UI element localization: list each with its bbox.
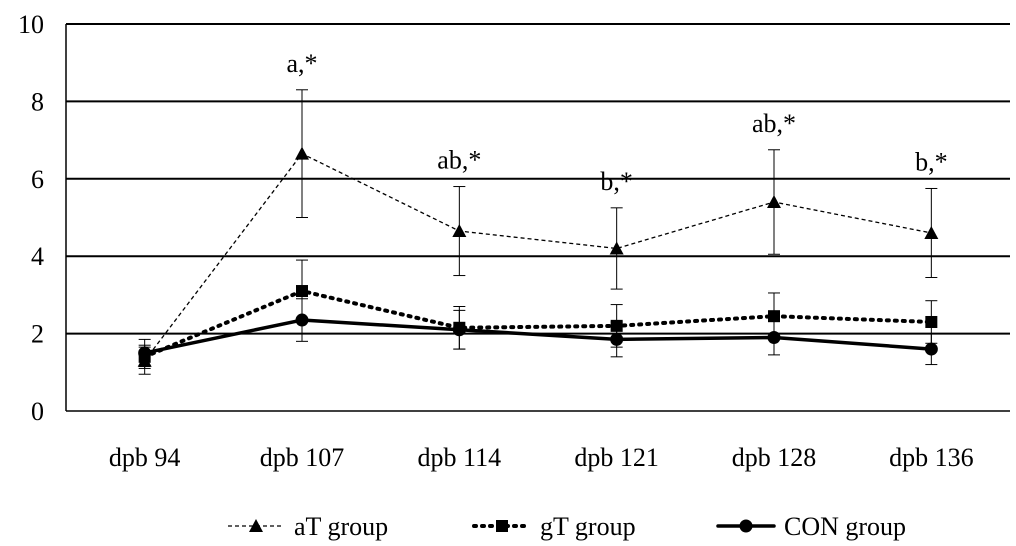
gridlines xyxy=(66,23,1010,335)
legend-label: aT group xyxy=(294,512,388,541)
y-tick-label: 4 xyxy=(31,242,44,271)
x-tick-label: dpb 128 xyxy=(732,443,817,472)
data-point-triangle xyxy=(609,241,624,255)
axes xyxy=(65,24,1010,412)
series-lines xyxy=(142,152,934,362)
data-point-circle xyxy=(610,332,624,346)
data-point-square xyxy=(925,315,938,328)
x-tick-label: dpb 94 xyxy=(109,443,181,472)
legend-marker-square xyxy=(496,520,508,532)
significance-label: ab,* xyxy=(437,146,481,175)
series-line-triangle xyxy=(144,152,932,362)
significance-label: a,* xyxy=(286,49,317,78)
significance-label: b,* xyxy=(600,167,633,196)
data-point-triangle xyxy=(924,225,939,239)
data-point-triangle xyxy=(295,146,309,160)
data-point-circle xyxy=(452,323,466,337)
legend-label: CON group xyxy=(784,512,906,541)
data-point-triangle xyxy=(452,224,467,238)
series-line-circle xyxy=(142,318,934,355)
y-tick-label: 8 xyxy=(31,87,44,116)
data-point-circle xyxy=(295,313,309,327)
data-point-circle xyxy=(924,342,938,356)
series-line-square xyxy=(142,289,934,359)
x-tick-label: dpb 136 xyxy=(889,443,974,472)
y-tick-label: 2 xyxy=(31,320,44,349)
y-tick-labels: 0 2 4 6 8 10 xyxy=(18,10,44,426)
legend-marker-triangle xyxy=(249,519,263,532)
data-point-triangle xyxy=(767,195,781,209)
y-tick-label: 0 xyxy=(31,397,44,426)
x-tick-label: dpb 121 xyxy=(574,443,659,472)
data-point-circle xyxy=(767,330,781,344)
x-tick-label: dpb 114 xyxy=(418,443,502,472)
y-tick-label: 10 xyxy=(18,10,44,39)
data-point-square xyxy=(296,285,308,298)
data-point-square xyxy=(768,310,780,323)
data-point-square xyxy=(610,319,623,332)
data-point-circle xyxy=(138,346,152,360)
x-tick-labels: dpb 94 dpb 107 dpb 114 dpb 121 dpb 128 dpb 13… xyxy=(109,443,974,472)
series-markers xyxy=(137,146,939,367)
error-bars xyxy=(138,89,938,375)
x-tick-label: dpb 107 xyxy=(260,443,345,472)
legend-marker-circle xyxy=(739,519,753,533)
significance-label: b,* xyxy=(915,147,948,176)
legend: aT group gT group CON group xyxy=(228,512,906,541)
significance-label: ab,* xyxy=(752,109,796,138)
annotations: a,* ab,* b,* ab,* b,* xyxy=(286,49,947,196)
legend-label: gT group xyxy=(540,512,636,541)
y-tick-label: 6 xyxy=(31,165,44,194)
